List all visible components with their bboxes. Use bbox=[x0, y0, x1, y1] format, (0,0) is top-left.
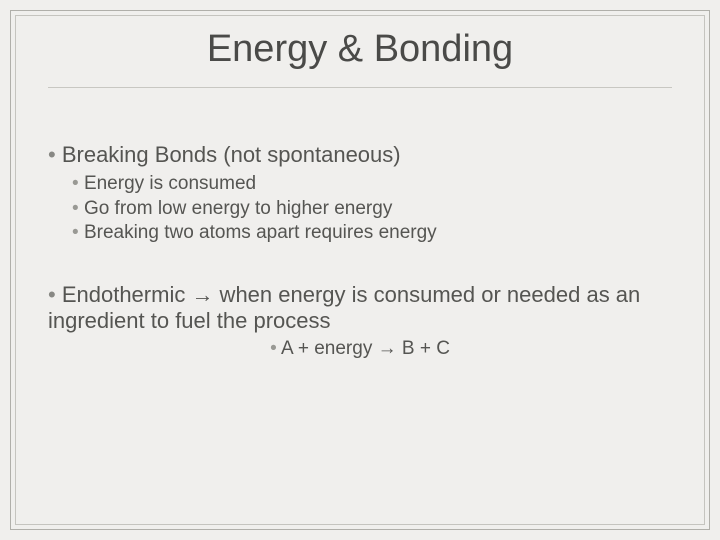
slide-content: Breaking Bonds (not spontaneous) Energy … bbox=[48, 106, 672, 364]
bullet-item-2: Endothermic → when energy is consumed or… bbox=[48, 282, 672, 360]
slide-title: Energy & Bonding bbox=[48, 28, 672, 71]
slide-container: Energy & Bonding Breaking Bonds (not spo… bbox=[0, 0, 720, 540]
sub-bullet-text: Energy is consumed bbox=[84, 173, 256, 194]
sub-bullet-centered: A + energy → B + C bbox=[48, 338, 672, 360]
sub-bullet-item: A + energy → B + C bbox=[48, 338, 672, 360]
bullet-text: Endothermic → when energy is consumed or… bbox=[48, 282, 640, 333]
bullet-text: Breaking Bonds (not spontaneous) bbox=[62, 142, 401, 167]
slide-inner-frame: Energy & Bonding Breaking Bonds (not spo… bbox=[15, 15, 705, 525]
sub-bullet-item: Go from low energy to higher energy bbox=[72, 197, 672, 222]
title-section: Energy & Bonding bbox=[48, 16, 672, 106]
bullet-item-1: Breaking Bonds (not spontaneous) Energy … bbox=[48, 142, 672, 246]
sub-bullet-list: Energy is consumed Go from low energy to… bbox=[72, 172, 672, 246]
sub-bullet-item: Breaking two atoms apart requires energy bbox=[72, 221, 672, 246]
title-divider bbox=[48, 87, 672, 88]
slide-outer-frame: Energy & Bonding Breaking Bonds (not spo… bbox=[10, 10, 710, 530]
bullet-list: Breaking Bonds (not spontaneous) Energy … bbox=[48, 142, 672, 246]
spacer bbox=[48, 264, 672, 282]
sub-bullet-text: Go from low energy to higher energy bbox=[84, 198, 392, 219]
sub-bullet-item: Energy is consumed bbox=[72, 172, 672, 197]
sub-bullet-text: Breaking two atoms apart requires energy bbox=[84, 222, 437, 243]
bullet-list: Endothermic → when energy is consumed or… bbox=[48, 282, 672, 360]
sub-bullet-text: A + energy → B + C bbox=[281, 338, 450, 359]
